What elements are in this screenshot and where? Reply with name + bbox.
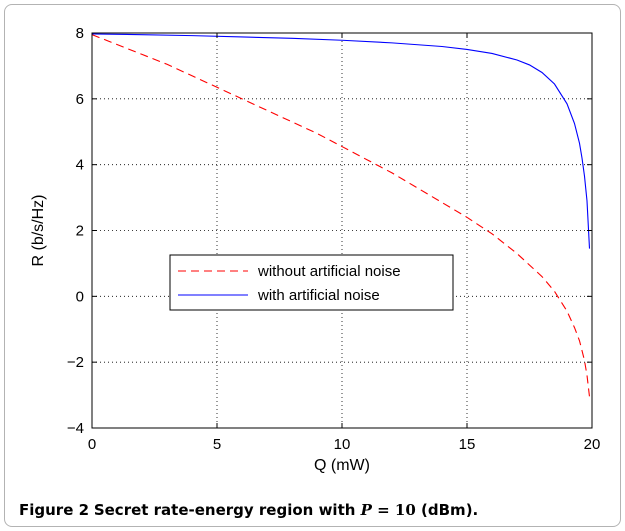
x-tick-label: 15 — [459, 436, 476, 453]
x-tick-label: 20 — [584, 436, 601, 453]
x-axis-label: Q (mW) — [314, 457, 370, 474]
legend-label-0: without artificial noise — [257, 263, 401, 280]
series-line-1 — [91, 33, 591, 249]
caption-text: Secret rate-energy region with — [93, 501, 361, 519]
caption-math-rest: = 10 — [371, 501, 416, 519]
series-line-0 — [91, 34, 591, 397]
y-tick-label: 4 — [76, 157, 84, 174]
x-tick-label: 0 — [88, 436, 96, 453]
y-tick-label: 0 — [76, 288, 84, 305]
caption-text-after: (dBm). — [415, 501, 479, 519]
y-tick-label: 6 — [76, 91, 84, 108]
y-axis-label: R (b/s/Hz) — [30, 195, 47, 267]
x-tick-label: 10 — [334, 436, 351, 453]
figure-panel: 0 5 10 15 20 −4 −2 0 2 4 6 8 Q (mW) R (b/s/Hz) without… — [4, 4, 621, 527]
legend-box — [169, 254, 454, 311]
caption-math: P = 10 — [361, 501, 416, 519]
y-tick-label: −2 — [67, 354, 84, 371]
y-tick-label: 2 — [76, 223, 84, 240]
y-tick-label: 8 — [76, 25, 84, 42]
figure-caption: Figure 2 Secret rate-energy region with … — [19, 501, 478, 519]
chart: 0 5 10 15 20 −4 −2 0 2 4 6 8 Q (mW) R (b/s/Hz) without… — [30, 25, 601, 474]
legend-label-1: with artificial noise — [257, 287, 380, 304]
caption-label: Figure 2 — [19, 501, 90, 519]
y-tick-label: −4 — [67, 420, 84, 437]
caption-math-var: P — [360, 501, 372, 519]
x-tick-label: 5 — [213, 436, 221, 453]
